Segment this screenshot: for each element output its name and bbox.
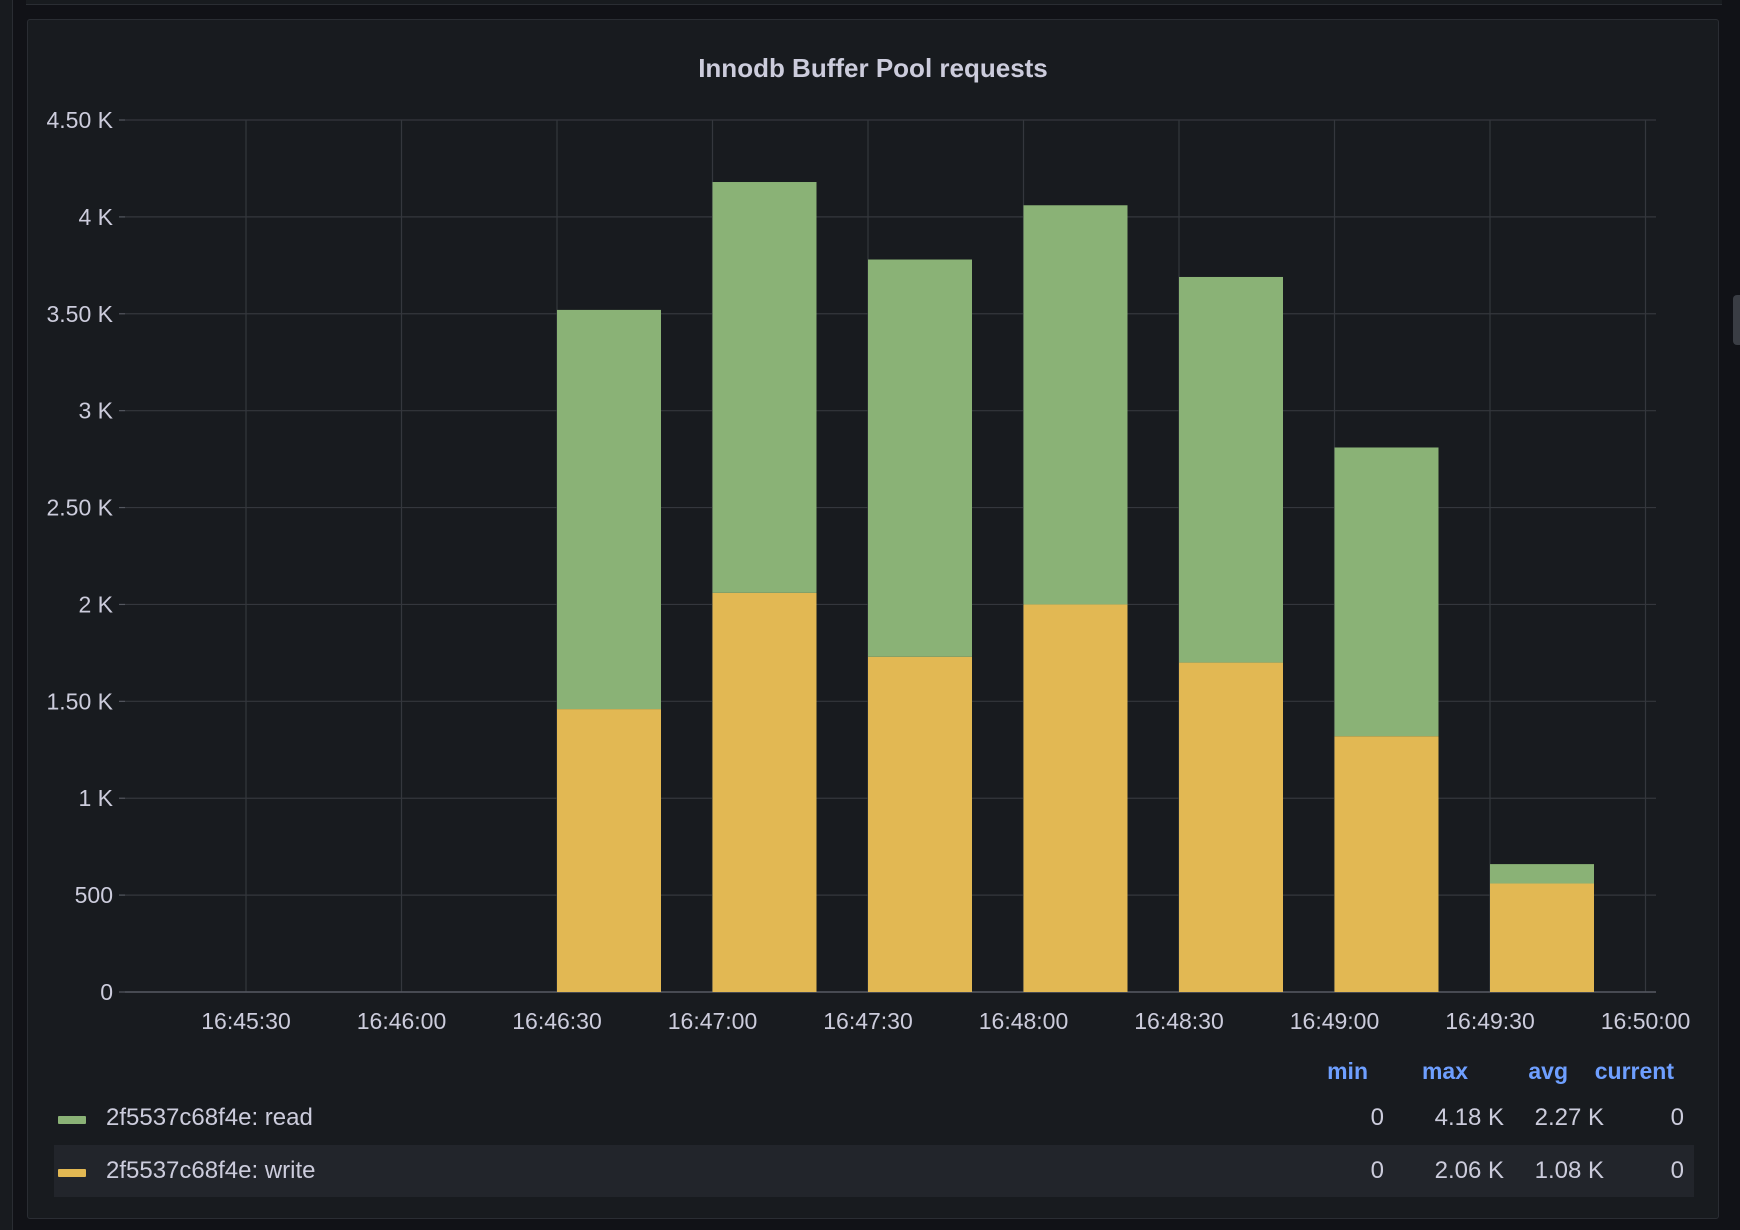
- legend-max-value: 4.18 K: [1434, 1104, 1504, 1131]
- x-tick-label: 16:48:00: [979, 1008, 1069, 1034]
- x-tick-label: 16:50:00: [1601, 1008, 1691, 1034]
- bar-segment-write: [1334, 736, 1439, 992]
- bar-segment-write: [1023, 604, 1128, 992]
- x-tick-label: 16:45:30: [201, 1008, 291, 1034]
- x-tick-label: 16:47:30: [823, 1008, 913, 1034]
- y-tick-label: 4 K: [78, 204, 113, 230]
- left-panel-edge: [0, 0, 13, 1230]
- x-axis-ticks: 16:45:30 16:46:00 16:46:30 16:47:00 16:47:30…: [201, 1008, 1690, 1034]
- legend-header-avg[interactable]: avg: [1528, 1058, 1568, 1084]
- bar-segment-read: [557, 309, 661, 710]
- legend-swatch-read[interactable]: [58, 1116, 86, 1124]
- bar-segment-write: [868, 656, 972, 992]
- legend-avg-value: 1.08 K: [1534, 1157, 1604, 1184]
- legend-series-name[interactable]: 2f5537c68f4e: read: [106, 1104, 313, 1131]
- legend-header-min[interactable]: min: [1327, 1058, 1368, 1084]
- y-tick-label: 0: [100, 979, 113, 1005]
- scrollbar-handle[interactable]: [1733, 295, 1740, 345]
- bar-segment-write: [557, 709, 661, 992]
- legend-avg-value: 2.27 K: [1534, 1104, 1604, 1131]
- legend-current-value: 0: [1670, 1157, 1684, 1184]
- bar-segment-read: [712, 182, 817, 593]
- legend-min-value: 0: [1370, 1104, 1384, 1131]
- legend-header-current[interactable]: current: [1594, 1058, 1674, 1084]
- bar-segment-read: [1334, 447, 1439, 737]
- y-tick-label: 500: [75, 882, 113, 908]
- panel-title[interactable]: Innodb Buffer Pool requests: [698, 53, 1048, 83]
- x-tick-label: 16:46:30: [512, 1008, 602, 1034]
- legend-current-value: 0: [1670, 1104, 1684, 1131]
- bar-segment-read: [1490, 864, 1594, 884]
- bar-segment-read: [868, 259, 972, 657]
- x-tick-label: 16:47:00: [668, 1008, 758, 1034]
- x-tick-label: 16:49:30: [1445, 1008, 1535, 1034]
- legend-max-value: 2.06 K: [1434, 1157, 1504, 1184]
- legend-row-read[interactable]: 2f5537c68f4e: read 0 4.18 K 2.27 K 0: [54, 1092, 1694, 1144]
- bar-segment-write: [712, 592, 817, 992]
- top-panel-edge: [26, 0, 1722, 5]
- legend-series-name[interactable]: 2f5537c68f4e: write: [106, 1157, 316, 1184]
- bar-segment-read: [1179, 276, 1283, 663]
- y-tick-label: 2 K: [78, 591, 113, 617]
- bar-segment-read: [1023, 205, 1128, 605]
- legend-swatch-write[interactable]: [58, 1169, 86, 1177]
- y-tick-label: 2.50 K: [47, 495, 114, 521]
- legend-header-max[interactable]: max: [1421, 1058, 1468, 1084]
- bar-segment-write: [1179, 662, 1283, 992]
- chart-bars: [557, 182, 1594, 992]
- legend-row-write[interactable]: 2f5537c68f4e: write 0 2.06 K 1.08 K 0: [54, 1145, 1694, 1197]
- x-tick-label: 16:48:30: [1134, 1008, 1224, 1034]
- y-axis-ticks: 0 500 1 K 1.50 K 2 K 2.50 K 3 K 3.50 K 4 K 4.50 K: [47, 107, 114, 1005]
- y-tick-label: 3.50 K: [47, 301, 114, 327]
- y-tick-label: 1.50 K: [47, 688, 114, 714]
- y-tick-label: 1 K: [78, 785, 113, 811]
- x-tick-label: 16:49:00: [1290, 1008, 1380, 1034]
- x-tick-label: 16:46:00: [357, 1008, 447, 1034]
- y-tick-label: 3 K: [78, 398, 113, 424]
- bar-segment-write: [1490, 883, 1594, 992]
- legend-min-value: 0: [1370, 1157, 1384, 1184]
- y-tick-label: 4.50 K: [47, 107, 114, 133]
